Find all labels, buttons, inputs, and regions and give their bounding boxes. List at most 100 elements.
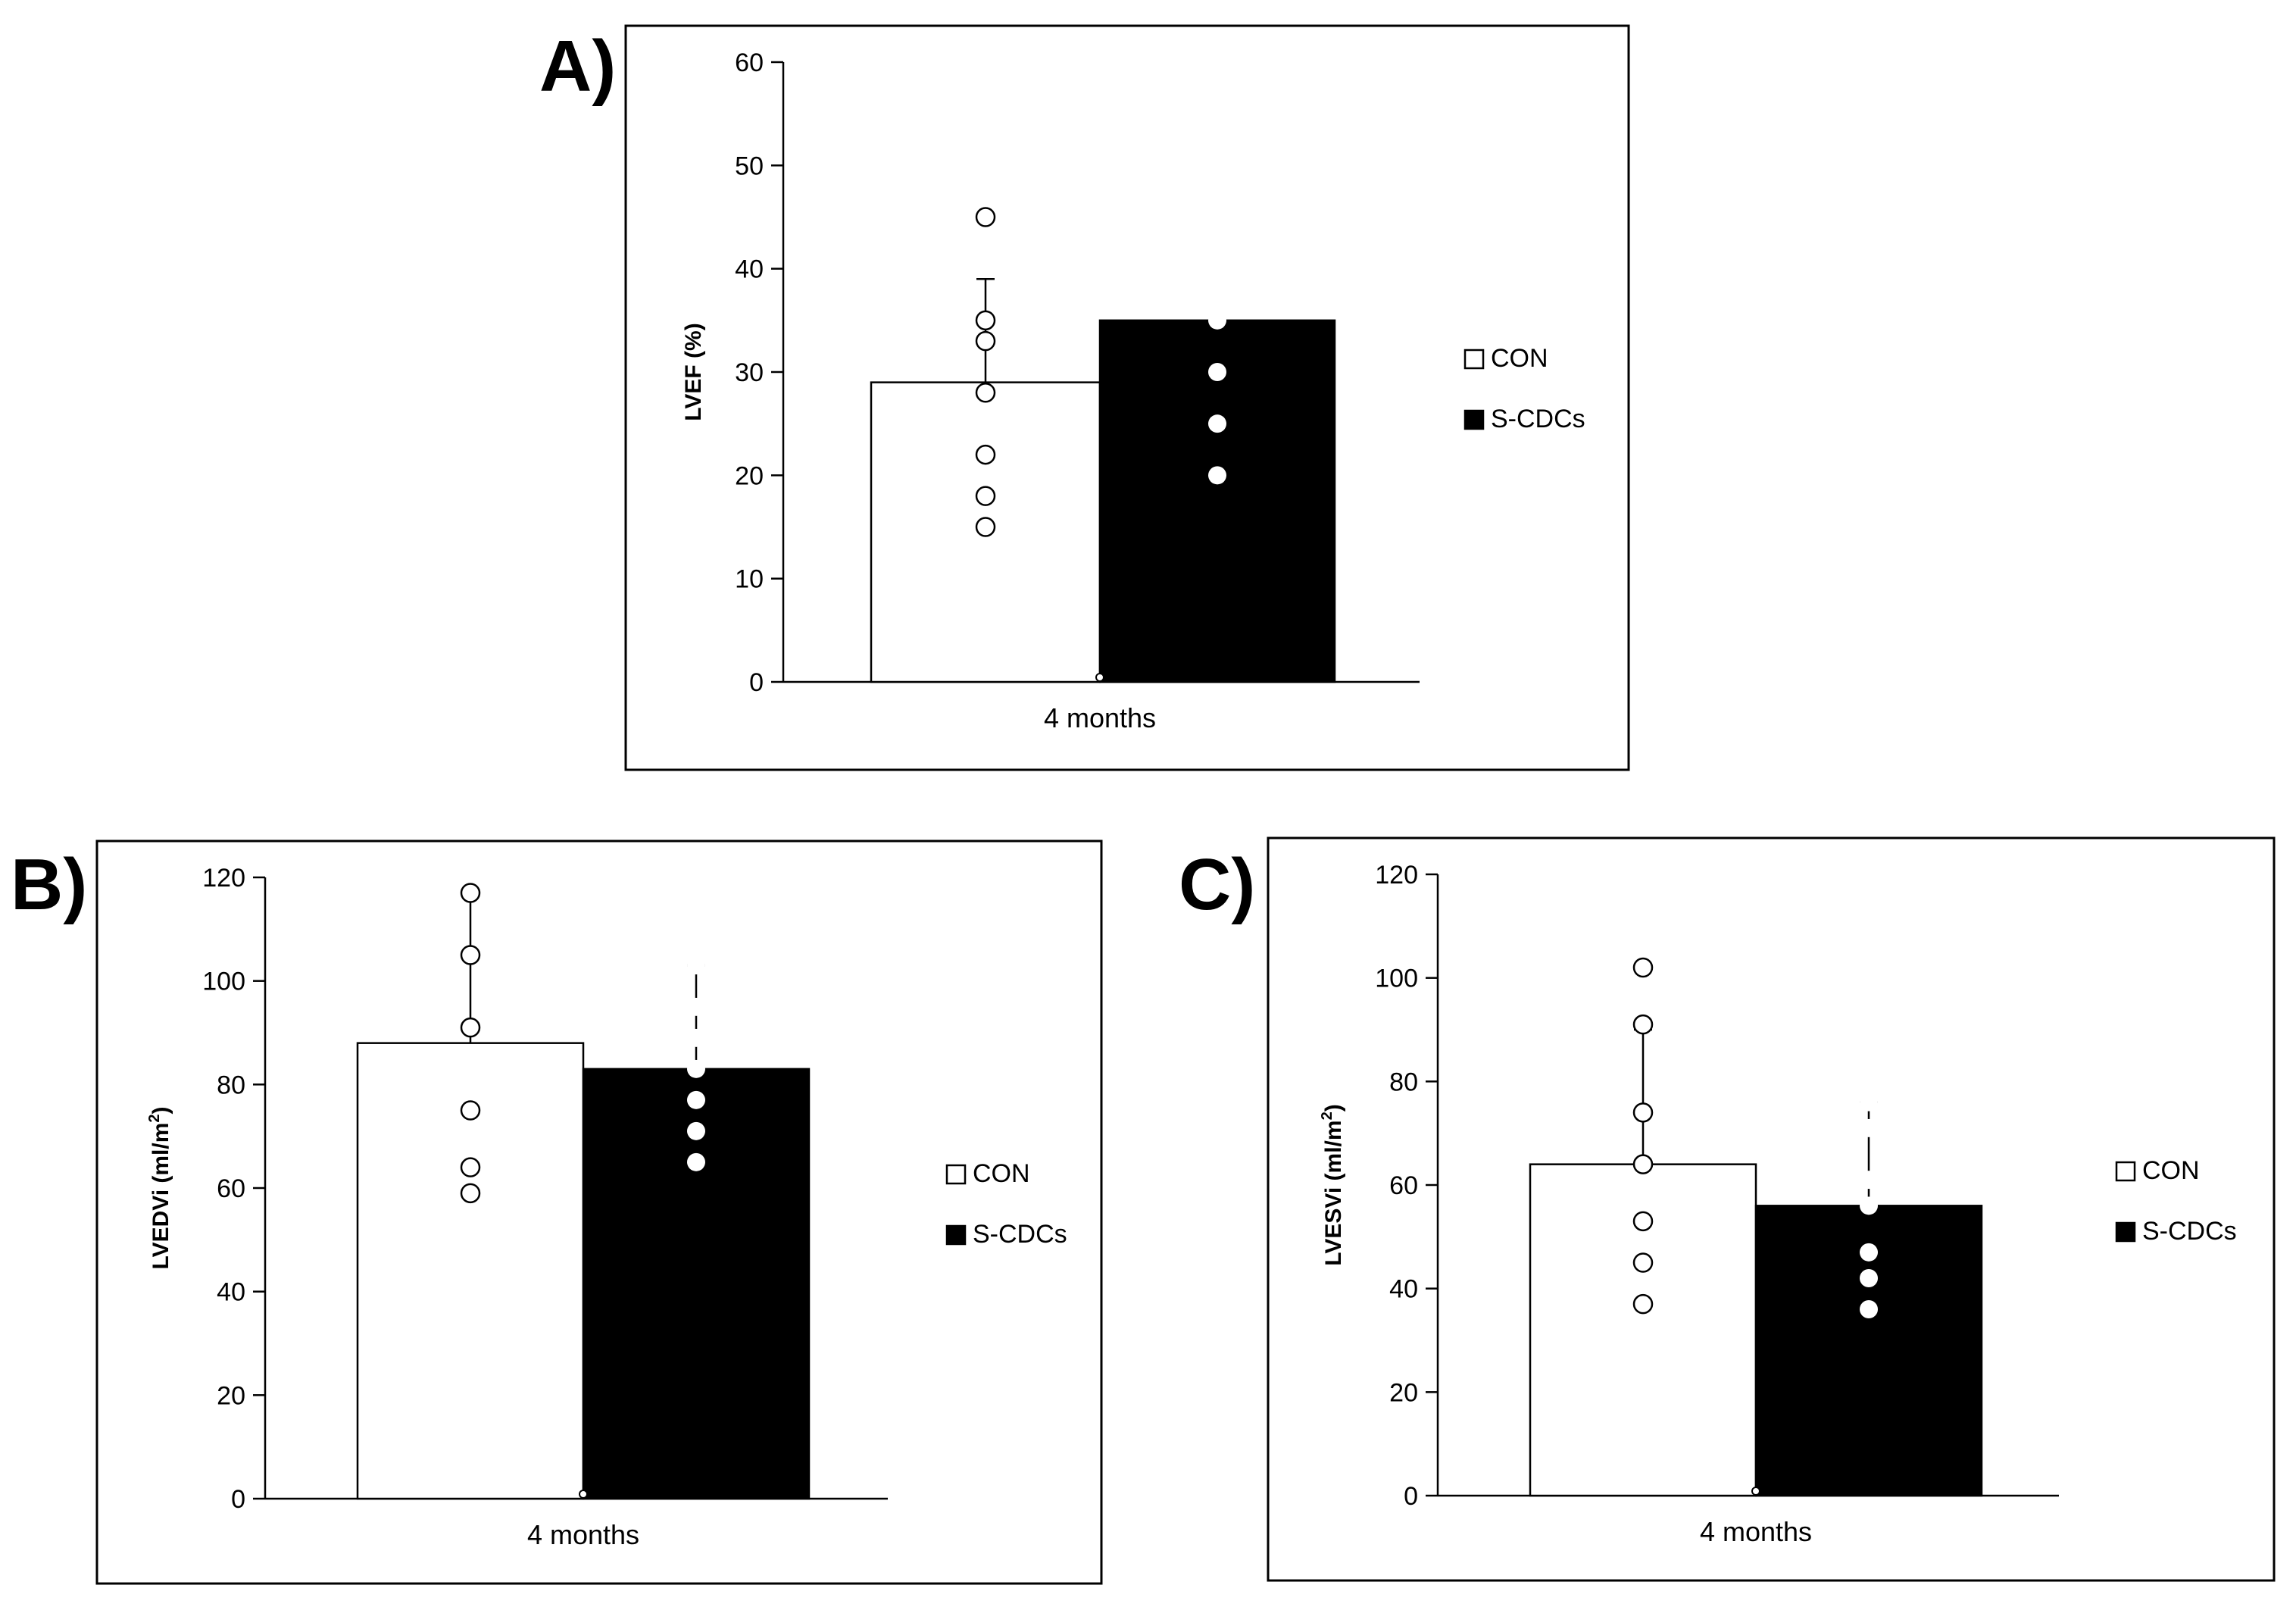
data-point-con	[1632, 1102, 1654, 1123]
y-tick-label: 0	[231, 1485, 245, 1514]
y-tick-label: 60	[735, 48, 764, 77]
y-tick-label: 40	[735, 255, 764, 284]
data-point-con	[1632, 1014, 1654, 1035]
data-point-s-cdcs	[1860, 1196, 1878, 1215]
legend-swatch-s-cdcs	[1464, 409, 1485, 430]
data-point-s-cdcs	[1208, 311, 1226, 330]
y-tick-label: 20	[217, 1381, 245, 1410]
panel-frame	[95, 840, 1103, 1585]
y-tick-label: 20	[1389, 1378, 1418, 1407]
panel-b: B) 0 20 40 60 80 100 120 LVEDVi (ml/m2) 4 months C…	[11, 840, 1103, 1585]
y-tick-label: 60	[1389, 1171, 1418, 1200]
data-point-con	[975, 517, 996, 537]
panel-label: B)	[11, 844, 87, 925]
data-point-s-cdcs	[1208, 259, 1226, 278]
data-point-con	[460, 945, 481, 965]
data-point-s-cdcs	[1860, 1269, 1878, 1287]
y-axis-title: LVESVi (ml/m2)	[1319, 1104, 1346, 1265]
data-point-con	[1632, 1293, 1654, 1315]
y-tick-label: 80	[217, 1071, 245, 1099]
y-tick-label: 120	[202, 864, 245, 893]
data-point-s-cdcs	[1208, 208, 1226, 227]
y-axis-title-text: LVEDVi (ml/m	[148, 1123, 173, 1270]
y-axis-title: LVEDVi (ml/m2)	[146, 1106, 173, 1269]
data-point-con	[975, 330, 996, 352]
legend-swatch-con	[945, 1164, 967, 1185]
y-axis-title-end: )	[1321, 1104, 1346, 1112]
panel-frame	[1267, 836, 2276, 1582]
data-point-s-cdcs	[1208, 414, 1226, 433]
panel-frame	[624, 24, 1630, 771]
y-axis-title-superscript: 2	[146, 1114, 163, 1122]
data-point-s-cdcs	[687, 956, 705, 975]
data-point-con	[460, 1100, 481, 1121]
legend-label-s-cdcs: S-CDCs	[1491, 405, 1585, 433]
data-point-s-cdcs	[1208, 466, 1226, 485]
legend-swatch-s-cdcs	[945, 1224, 967, 1246]
data-point-con	[1632, 1211, 1654, 1232]
legend-label-con: CON	[1491, 344, 1548, 373]
category-label: 4 months	[527, 1519, 639, 1550]
bar-s-cdcs	[582, 1068, 811, 1500]
data-point-con	[975, 310, 996, 331]
data-point-s-cdcs	[1208, 363, 1226, 381]
y-axis-title: LVEF (%)	[681, 323, 706, 421]
legend-label-s-cdcs: S-CDCs	[973, 1220, 1067, 1249]
data-point-con	[1632, 1252, 1654, 1273]
data-point-con	[1632, 1154, 1654, 1174]
y-tick-label: 0	[749, 668, 764, 697]
category-label: 4 months	[1044, 702, 1156, 733]
legend-swatch-con	[2115, 1161, 2136, 1182]
data-point-con	[975, 486, 996, 506]
y-axis-title-end: )	[148, 1106, 173, 1114]
panel-label: A)	[539, 26, 616, 107]
panel-a: A) 0 10 20 30 40 50 60 LVEF (%) 4 months CON S-CDCs	[539, 24, 1630, 771]
data-point-s-cdcs	[687, 1090, 705, 1109]
legend-label-con: CON	[2142, 1156, 2200, 1185]
y-tick-label: 100	[1375, 965, 1418, 993]
data-point-con	[460, 1157, 481, 1177]
panel-c: C) 0 20 40 60 80 100 120 LVESVi (ml/m2) 4 months C…	[1179, 836, 2276, 1582]
data-point-s-cdcs	[1860, 1300, 1878, 1318]
legend-label-con: CON	[973, 1159, 1030, 1188]
legend-swatch-s-cdcs	[2115, 1221, 2136, 1243]
data-point-s-cdcs	[1860, 1118, 1878, 1137]
y-axis-title-text: LVESVi (ml/m	[1321, 1120, 1346, 1265]
data-point-s-cdcs	[687, 997, 705, 1016]
data-point-con	[975, 444, 996, 465]
y-tick-label: 100	[202, 968, 245, 996]
y-tick-label: 120	[1375, 861, 1418, 890]
data-point-s-cdcs	[687, 1059, 705, 1078]
data-point-con	[460, 1183, 481, 1204]
data-point-con	[460, 883, 481, 903]
data-point-s-cdcs	[687, 1152, 705, 1171]
baseline-marker	[1095, 673, 1104, 682]
panel-label: C)	[1179, 844, 1255, 925]
legend-swatch-con	[1464, 349, 1485, 370]
baseline-marker	[579, 1490, 588, 1499]
data-point-con	[975, 207, 996, 227]
legend-label-s-cdcs: S-CDCs	[2142, 1217, 2237, 1246]
y-tick-label: 10	[735, 565, 764, 594]
y-tick-label: 30	[735, 358, 764, 387]
category-label: 4 months	[1700, 1516, 1812, 1547]
data-point-s-cdcs	[687, 1028, 705, 1047]
data-point-s-cdcs	[1860, 1093, 1878, 1112]
data-point-s-cdcs	[1860, 1243, 1878, 1262]
data-point-s-cdcs	[687, 1121, 705, 1140]
data-point-s-cdcs	[1208, 156, 1226, 175]
y-tick-label: 80	[1389, 1068, 1418, 1096]
data-point-con	[460, 1017, 481, 1038]
y-tick-label: 20	[735, 461, 764, 490]
y-tick-label: 40	[1389, 1275, 1418, 1304]
y-tick-label: 40	[217, 1278, 245, 1307]
data-point-con	[975, 383, 996, 403]
data-point-con	[1632, 957, 1654, 978]
y-tick-label: 50	[735, 152, 764, 180]
y-axis-title-superscript: 2	[1319, 1112, 1335, 1120]
y-tick-label: 60	[217, 1174, 245, 1203]
baseline-marker	[1751, 1487, 1760, 1496]
data-point-s-cdcs	[1860, 1171, 1878, 1190]
y-tick-label: 0	[1404, 1482, 1418, 1511]
